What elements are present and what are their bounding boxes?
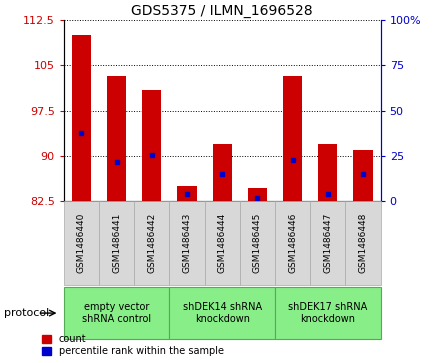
Bar <box>64 287 169 339</box>
Bar <box>248 188 267 201</box>
Bar <box>72 35 91 201</box>
Bar <box>310 201 345 285</box>
Bar <box>213 144 232 201</box>
Bar <box>205 201 240 285</box>
Bar <box>169 201 205 285</box>
Bar <box>99 201 134 285</box>
Bar <box>283 76 302 201</box>
Text: GSM1486445: GSM1486445 <box>253 213 262 273</box>
Text: shDEK17 shRNA
knockdown: shDEK17 shRNA knockdown <box>288 302 367 324</box>
Text: GSM1486448: GSM1486448 <box>359 213 367 273</box>
Bar <box>142 90 161 201</box>
Legend: count, percentile rank within the sample: count, percentile rank within the sample <box>40 332 225 358</box>
Text: shDEK14 shRNA
knockdown: shDEK14 shRNA knockdown <box>183 302 262 324</box>
Bar <box>318 144 337 201</box>
Text: GSM1486442: GSM1486442 <box>147 213 156 273</box>
Text: protocol: protocol <box>4 308 50 318</box>
Text: GSM1486440: GSM1486440 <box>77 213 86 273</box>
Bar <box>107 76 126 201</box>
Text: GSM1486447: GSM1486447 <box>323 213 332 273</box>
Bar <box>345 201 381 285</box>
Bar <box>169 287 275 339</box>
Bar <box>353 150 373 201</box>
Bar <box>64 201 99 285</box>
Bar <box>275 287 381 339</box>
Bar <box>177 186 197 201</box>
Text: GSM1486446: GSM1486446 <box>288 213 297 273</box>
Text: GSM1486444: GSM1486444 <box>218 213 227 273</box>
Bar <box>134 201 169 285</box>
Bar <box>240 201 275 285</box>
Text: GSM1486441: GSM1486441 <box>112 213 121 273</box>
Bar <box>275 201 310 285</box>
Text: empty vector
shRNA control: empty vector shRNA control <box>82 302 151 324</box>
Title: GDS5375 / ILMN_1696528: GDS5375 / ILMN_1696528 <box>132 4 313 17</box>
Text: GSM1486443: GSM1486443 <box>183 213 191 273</box>
